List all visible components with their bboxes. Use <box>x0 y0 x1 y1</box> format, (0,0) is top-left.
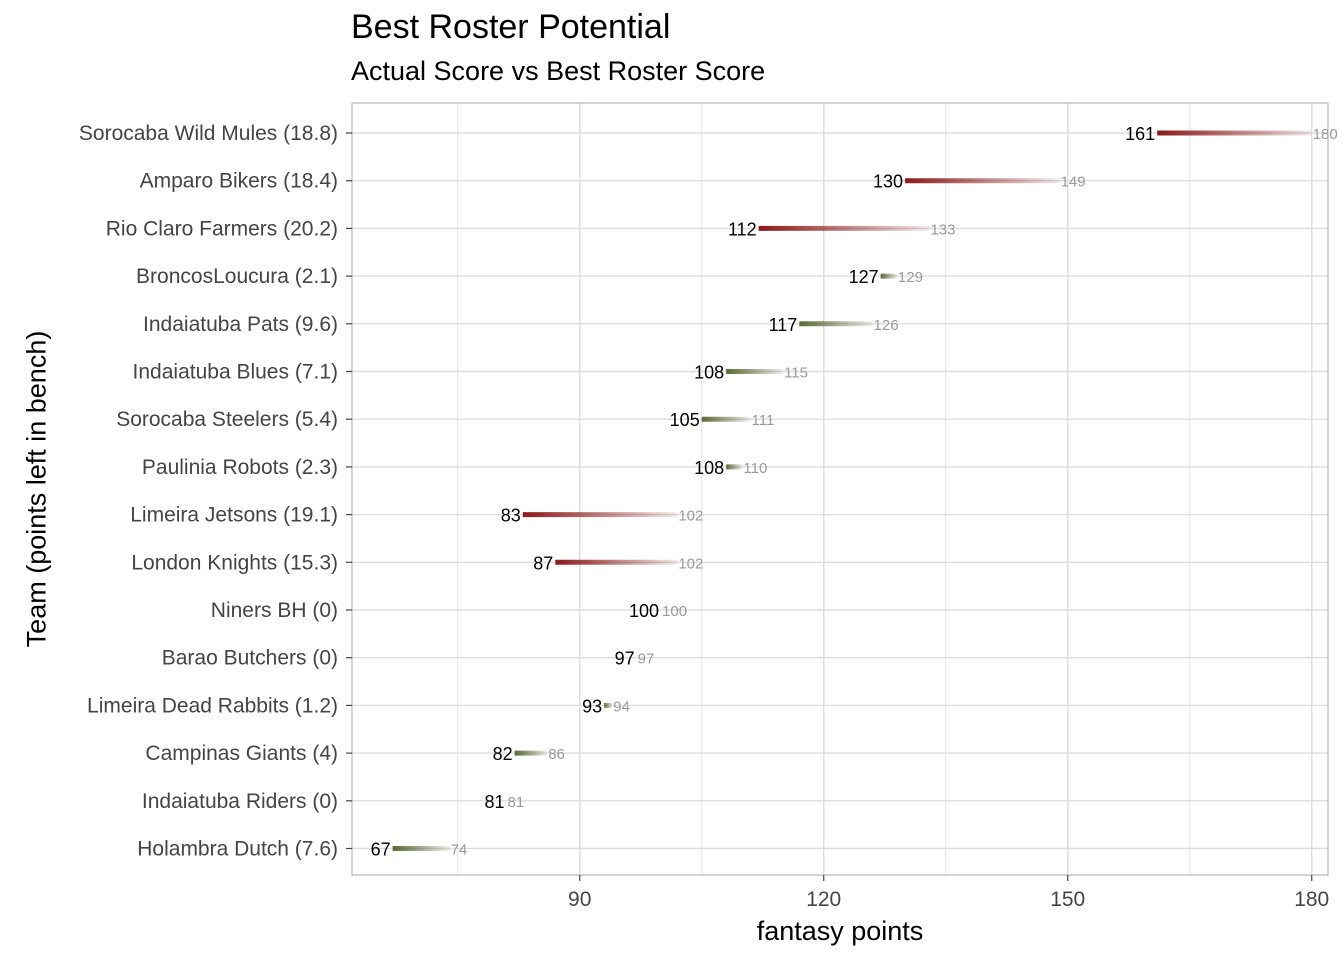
team-label: BroncosLoucura (2.1) <box>136 265 338 288</box>
x-axis-title: fantasy points <box>757 916 924 946</box>
team-label: Indaiatuba Riders (0) <box>142 790 338 813</box>
actual-score-label: 67 <box>371 840 391 860</box>
best-score-label: 74 <box>451 842 468 859</box>
team-label: Indaiatuba Blues (7.1) <box>133 361 338 384</box>
actual-score-label: 93 <box>582 696 602 716</box>
actual-score-label: 82 <box>493 744 513 764</box>
best-score-label: 97 <box>638 651 655 668</box>
labels-layer: 161 180 130 149 112 133 127 129 117 126 108 115 105 1… <box>371 124 1338 860</box>
x-tick-label: 90 <box>568 888 591 911</box>
best-score-label: 102 <box>678 555 703 572</box>
best-score-label: 111 <box>752 412 775 429</box>
actual-score-label: 117 <box>769 315 798 335</box>
team-label: Campinas Giants (4) <box>145 742 338 765</box>
actual-score-label: 108 <box>694 458 724 478</box>
team-label: Amparo Bikers (18.4) <box>140 170 338 193</box>
y-axis-title: Team (points left in bench) <box>21 331 51 648</box>
team-label: Rio Claro Farmers (20.2) <box>106 217 338 240</box>
best-score-label: 102 <box>678 508 703 525</box>
chart-subtitle: Actual Score vs Best Roster Score <box>351 56 766 86</box>
actual-score-label: 108 <box>694 363 724 383</box>
team-label: Indaiatuba Pats (9.6) <box>143 313 338 336</box>
best-score-label: 149 <box>1061 174 1086 191</box>
best-score-label: 86 <box>548 746 565 763</box>
x-tick-label: 120 <box>806 888 841 911</box>
actual-score-label: 97 <box>615 649 635 669</box>
x-tick-label: 150 <box>1050 888 1085 911</box>
best-score-label: 133 <box>930 221 955 238</box>
actual-score-label: 130 <box>873 172 903 192</box>
actual-score-label: 127 <box>849 267 879 287</box>
team-label: Barao Butchers (0) <box>162 647 338 670</box>
actual-score-label: 87 <box>533 553 553 573</box>
bars-layer <box>392 130 1312 851</box>
best-score-label: 129 <box>898 269 923 286</box>
grid-layer <box>352 103 1328 875</box>
team-label: Holambra Dutch (7.6) <box>137 838 338 861</box>
actual-score-label: 83 <box>501 506 521 526</box>
panel-border <box>351 102 1329 876</box>
axis-layer: 90 120 150 180 Sorocaba Wild Mules (18.8) Amp… <box>79 122 1329 911</box>
team-label: Paulinia Robots (2.3) <box>142 456 338 479</box>
best-score-label: 100 <box>662 603 687 620</box>
best-score-label: 110 <box>743 460 767 477</box>
team-label: Sorocaba Wild Mules (18.8) <box>79 122 338 145</box>
actual-score-label: 112 <box>728 219 757 239</box>
team-label: Limeira Jetsons (19.1) <box>130 504 338 527</box>
best-score-label: 94 <box>613 698 630 715</box>
team-label: Sorocaba Steelers (5.4) <box>116 408 338 431</box>
actual-score-label: 161 <box>1125 124 1155 144</box>
best-score-label: 115 <box>784 365 808 382</box>
best-score-label: 81 <box>508 794 525 811</box>
chart-title: Best Roster Potential <box>351 8 671 46</box>
actual-score-label: 81 <box>485 792 505 812</box>
team-label: Limeira Dead Rabbits (1.2) <box>87 694 338 717</box>
team-label: Niners BH (0) <box>211 599 338 622</box>
team-label: London Knights (15.3) <box>131 551 338 574</box>
actual-score-label: 105 <box>670 410 700 430</box>
actual-score-label: 100 <box>629 601 659 621</box>
x-tick-label: 180 <box>1294 888 1329 911</box>
best-score-label: 180 <box>1313 126 1338 143</box>
best-score-label: 126 <box>874 317 899 334</box>
